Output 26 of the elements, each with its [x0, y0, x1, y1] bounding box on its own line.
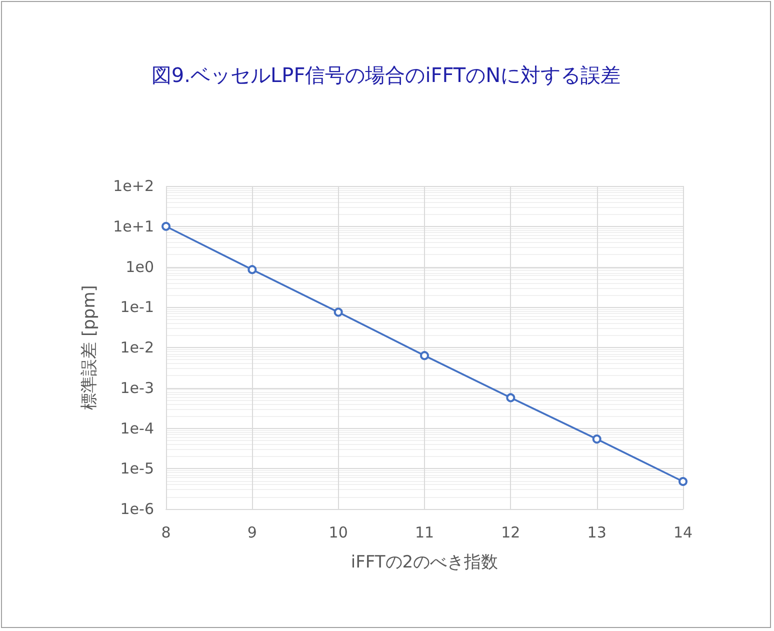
y-tick-label: 1e-2 [120, 338, 154, 356]
chart-title: 図9.ベッセルLPF信号の場合のiFFTのNに対する誤差 [151, 63, 621, 87]
y-tick-label: 1e-5 [120, 460, 154, 478]
y-tick-label: 1e-6 [120, 500, 154, 518]
y-axis-title: 標準誤差 [ppm] [80, 285, 100, 410]
x-tick-label: 8 [161, 524, 171, 542]
y-tick-label: 1e+1 [113, 217, 154, 236]
x-tick-label: 12 [501, 524, 520, 542]
x-tick-label: 13 [587, 524, 606, 542]
y-tick-label: 1e-1 [120, 298, 154, 316]
x-tick-label: 11 [414, 524, 434, 542]
x-tick-label: 9 [247, 524, 257, 542]
x-tick-label: 10 [328, 524, 348, 542]
y-tick-label: 1e-4 [120, 419, 154, 438]
point [592, 434, 602, 444]
x-axis-title: iFFTの2のべき指数 [350, 552, 498, 572]
y-tick-label: 1e0 [126, 258, 154, 276]
point [248, 265, 257, 274]
point [678, 476, 688, 486]
point [162, 222, 170, 231]
point [420, 351, 429, 360]
point [334, 308, 343, 317]
y-tick-label: 1e-3 [120, 378, 154, 397]
y-tick-label: 1e+2 [113, 177, 154, 195]
x-tick-label: 14 [673, 524, 693, 542]
point [506, 393, 516, 402]
